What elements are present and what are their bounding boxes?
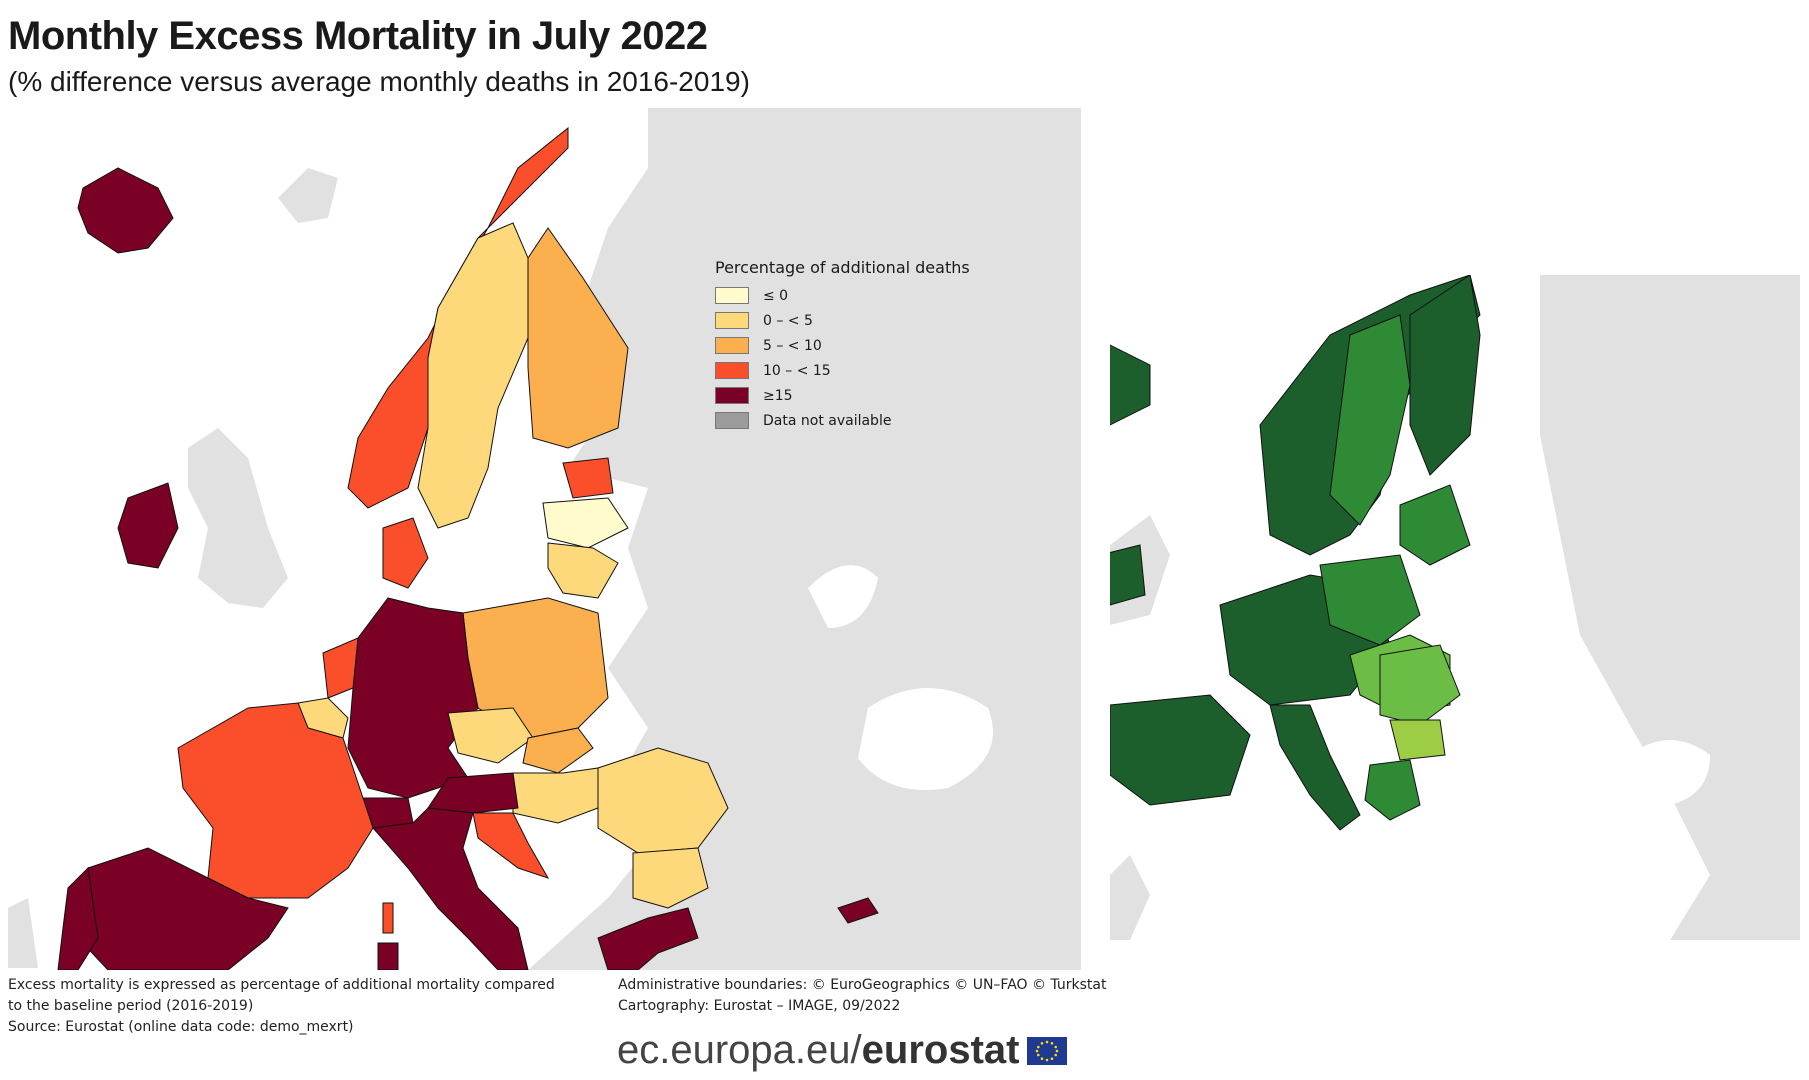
legend-label: 5 – < 10 [763, 337, 822, 354]
right-romania [1379, 644, 1461, 726]
finland-region [527, 227, 629, 449]
note-line-2: to the baseline period (2016-2019) [8, 998, 254, 1014]
bulgaria-region [632, 847, 709, 909]
austria-region [427, 772, 519, 814]
spain-region [77, 847, 289, 970]
footer-url-prefix: ec.europa.eu/ [617, 1028, 862, 1072]
slovakia-region [522, 727, 594, 774]
eurostat-footer[interactable]: ec.europa.eu/ eurostat [617, 1028, 1068, 1073]
sweden-region [417, 222, 529, 529]
legend-label: 0 – < 5 [763, 312, 813, 329]
portugal-region [57, 866, 99, 970]
legend-swatch [715, 312, 749, 329]
france-region [177, 702, 374, 899]
netherlands-region [322, 637, 359, 699]
right-iceland [1110, 344, 1151, 426]
footnotes: Excess mortality is expressed as percent… [8, 975, 555, 1038]
denmark-region [382, 517, 429, 589]
legend-swatch [715, 362, 749, 379]
greece-region [597, 907, 699, 970]
legend-swatch [715, 387, 749, 404]
lithuania-region [547, 542, 619, 599]
legend-item: 5 – < 10 [715, 333, 970, 358]
corsica-region [382, 902, 394, 934]
right-ireland [1110, 544, 1146, 606]
legend-item: ≤ 0 [715, 283, 970, 308]
czechia-region [447, 707, 534, 764]
legend-title: Percentage of additional deaths [715, 258, 970, 277]
legend-item: ≥15 [715, 383, 970, 408]
right-italy [1269, 704, 1361, 831]
sardinia-region [377, 942, 399, 970]
legend-item: 0 – < 5 [715, 308, 970, 333]
legend-label: 10 – < 15 [763, 362, 831, 379]
latvia-region [542, 497, 629, 549]
croatia-region [472, 812, 550, 879]
right-finland [1409, 275, 1481, 476]
right-seas [1630, 740, 1710, 805]
footer-brand: eurostat [861, 1028, 1020, 1072]
right-poland [1319, 554, 1421, 646]
estonia-region [562, 457, 614, 499]
secondary-green-map [1110, 275, 1800, 940]
legend-label: ≤ 0 [763, 287, 789, 304]
ireland-region [117, 482, 179, 569]
cyprus-region [837, 897, 879, 924]
legend-swatch [715, 337, 749, 354]
right-iberia [1110, 694, 1251, 806]
italy-region [372, 807, 529, 970]
eu-flag-icon [1027, 1036, 1068, 1065]
excess-mortality-map [8, 108, 1081, 970]
legend: Percentage of additional deaths ≤ 0 0 – <… [715, 258, 970, 433]
map-subtitle: (% difference versus average monthly dea… [8, 66, 750, 97]
germany-region [347, 597, 479, 799]
right-greece [1364, 759, 1421, 821]
note-source: Source: Eurostat (online data code: demo… [8, 1019, 354, 1035]
legend-item: 10 – < 15 [715, 358, 970, 383]
credit-cartography: Cartography: Eurostat – IMAGE, 09/2022 [618, 998, 901, 1014]
legend-label: Data not available [763, 412, 892, 429]
legend-swatch [715, 287, 749, 304]
right-sweden [1329, 314, 1411, 526]
right-bulgaria [1389, 719, 1446, 761]
iceland-region [77, 167, 174, 254]
credit-boundaries: Administrative boundaries: © EuroGeograp… [618, 977, 1107, 993]
romania-region [597, 747, 729, 854]
map-title: Monthly Excess Mortality in July 2022 [8, 14, 708, 58]
right-baltics [1399, 484, 1471, 566]
legend-swatch [715, 412, 749, 429]
credits: Administrative boundaries: © EuroGeograp… [618, 975, 1106, 1017]
legend-label: ≥15 [763, 387, 793, 404]
note-line-1: Excess mortality is expressed as percent… [8, 977, 555, 993]
legend-item: Data not available [715, 408, 970, 433]
